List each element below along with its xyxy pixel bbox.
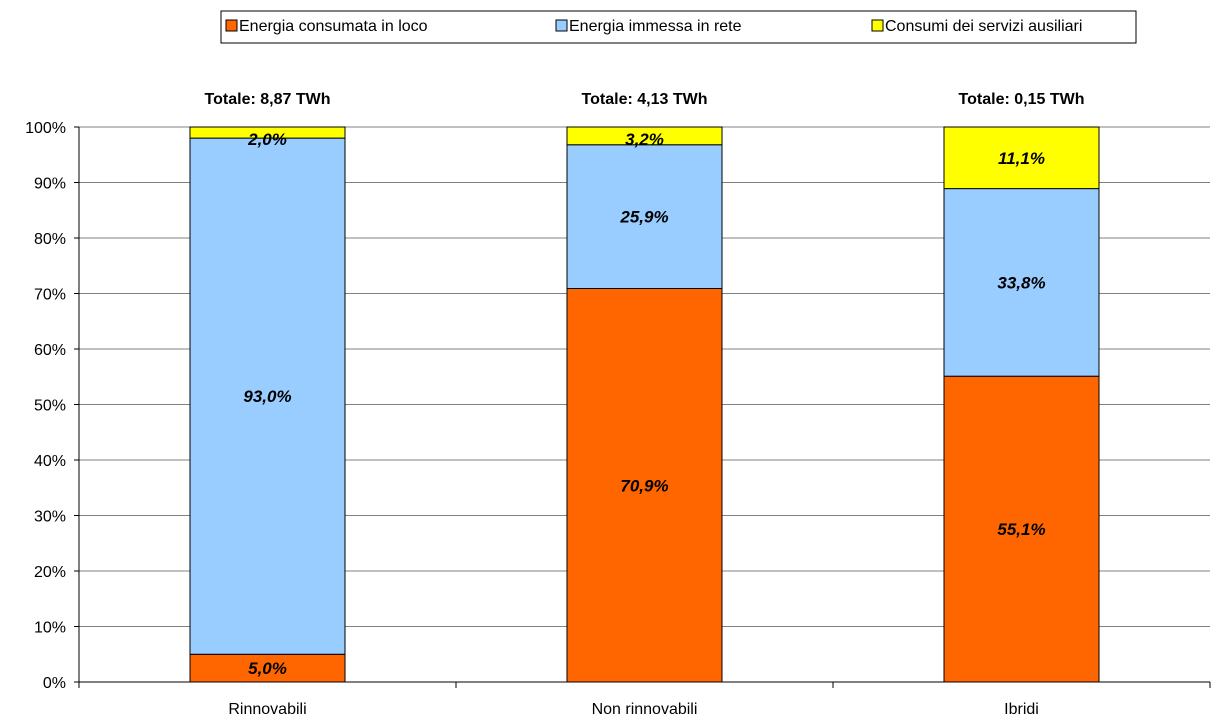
data-label: 2,0% [247, 130, 287, 149]
y-tick-label: 0% [43, 675, 66, 692]
x-category-label: Non rinnovabili [592, 701, 698, 718]
legend-swatch-1 [225, 19, 238, 32]
data-label: 11,1% [998, 149, 1045, 168]
bar-segment [189, 126, 346, 139]
data-label: 25,9% [619, 208, 668, 227]
bar-segment [566, 288, 723, 683]
bar-segment [566, 126, 723, 146]
legend-box [220, 10, 1137, 44]
y-tick-label: 80% [34, 231, 66, 248]
data-label: 93,0% [243, 387, 291, 406]
bar-segment [943, 375, 1100, 683]
y-tick-label: 10% [34, 620, 66, 637]
legend: Energia consumata in loco Energia immessa… [220, 10, 1137, 44]
category-total-label: Totale: 0,15 TWh [959, 91, 1085, 108]
y-tick-label: 30% [34, 509, 66, 526]
bars: 5,0% 93,0% 2,0% Totale: 8,87 TWh 70,9% 25,9% 3… [189, 91, 1100, 683]
data-label: 33,8% [997, 273, 1045, 292]
y-tick-label: 90% [34, 176, 66, 193]
bar-segment [189, 137, 346, 655]
y-tick-label: 40% [34, 453, 66, 470]
data-label: 5,0% [248, 659, 287, 678]
x-category-label: Rinnovabili [228, 701, 306, 718]
legend-swatch-3 [871, 19, 884, 32]
bar-segment [943, 126, 1100, 190]
y-axis: 0% 10% 20% 30% 40% 50% 60% 70% 80% 90% 100% [25, 120, 80, 692]
y-tick-label: 100% [25, 120, 66, 137]
x-axis: Rinnovabili Non rinnovabili Ibridi [78, 681, 1211, 718]
data-label: 55,1% [997, 520, 1045, 539]
y-tick-label: 50% [34, 398, 66, 415]
data-label: 3,2% [625, 130, 664, 149]
bar-segment [943, 188, 1100, 377]
y-tick-label: 20% [34, 564, 66, 581]
category-total-label: Totale: 8,87 TWh [205, 91, 331, 108]
legend-swatch-2 [555, 19, 568, 32]
y-tick-label: 60% [34, 342, 66, 359]
data-label: 70,9% [620, 476, 668, 495]
y-tick-label: 70% [34, 287, 66, 304]
legend-label-2: Energia immessa in rete [569, 18, 742, 35]
category-total-label: Totale: 4,13 TWh [582, 91, 708, 108]
x-category-label: Ibridi [1004, 701, 1039, 718]
legend-label-1: Energia consumata in loco [239, 18, 428, 35]
legend-label-3: Consumi dei servizi ausiliari [885, 18, 1082, 35]
